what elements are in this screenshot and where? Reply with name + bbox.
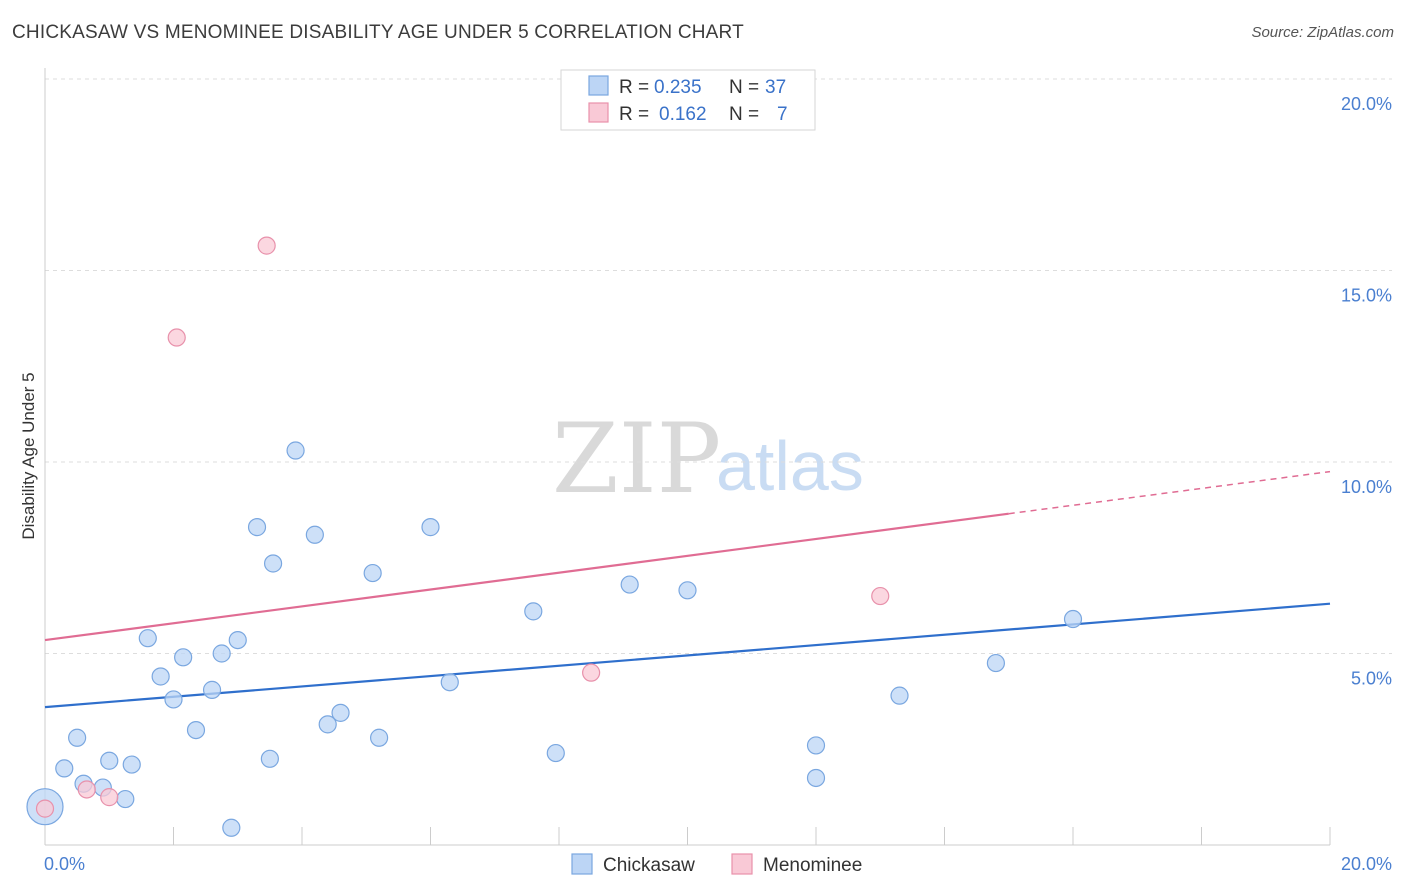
legend-r-value-2: 0.162 bbox=[659, 104, 707, 125]
chickasaw-point bbox=[202, 680, 222, 699]
menominee-point bbox=[257, 236, 276, 255]
x-tick-label: 0.0% bbox=[44, 854, 85, 874]
chickasaw-point bbox=[440, 673, 459, 692]
legend-n-value-1: 37 bbox=[765, 77, 786, 98]
chickasaw-point bbox=[151, 667, 170, 686]
menominee-point bbox=[167, 328, 186, 347]
menominee-point bbox=[582, 663, 601, 682]
x-tick-label: 20.0% bbox=[1341, 854, 1392, 874]
legend-r-label-2: R = bbox=[619, 104, 649, 125]
chickasaw-point bbox=[370, 728, 389, 747]
y-axis-label: Disability Age Under 5 bbox=[19, 372, 38, 539]
legend-r-value-1: 0.235 bbox=[654, 77, 702, 98]
legend-swatch-chickasaw bbox=[588, 75, 609, 96]
bottom-legend-menominee: Menominee bbox=[763, 855, 862, 876]
chart-title: CHICKASAW VS MENOMINEE DISABILITY AGE UN… bbox=[12, 22, 744, 43]
menominee-point bbox=[100, 788, 119, 807]
axis-layer: 5.0% 10.0% 15.0% 20.0% 0.0% 20.0% bbox=[44, 68, 1392, 874]
grid-layer bbox=[45, 78, 1392, 654]
chickasaw-point bbox=[212, 644, 231, 663]
chickasaw-point bbox=[186, 720, 206, 740]
watermark-zip: ZIP bbox=[552, 403, 721, 515]
menominee-point bbox=[871, 586, 890, 606]
chickasaw-point bbox=[55, 759, 74, 778]
chickasaw-point bbox=[421, 518, 440, 537]
bottom-legend-swatch-chickasaw bbox=[571, 853, 593, 875]
chickasaw-point bbox=[524, 602, 543, 621]
legend-box: R = 0.235 N = 37 R = 0.162 N = 7 bbox=[560, 69, 816, 131]
bottom-legend-chickasaw: Chickasaw bbox=[603, 855, 695, 876]
chickasaw-point bbox=[286, 441, 305, 460]
chickasaw-point bbox=[363, 563, 382, 583]
y-tick-label: 5.0% bbox=[1351, 669, 1392, 689]
chickasaw-point bbox=[331, 703, 350, 722]
bottom-legend: Chickasaw Menominee bbox=[571, 853, 862, 876]
chart-source: Source: ZipAtlas.com bbox=[1251, 24, 1394, 41]
chickasaw-point bbox=[263, 554, 283, 573]
chickasaw-point bbox=[222, 818, 241, 837]
legend-swatch-menominee bbox=[588, 102, 609, 123]
trend-line-dashed-menominee bbox=[1008, 470, 1331, 515]
chickasaw-point bbox=[138, 629, 157, 648]
chickasaw-point bbox=[678, 581, 697, 600]
legend-n-label-1: N = bbox=[729, 77, 759, 98]
chickasaw-point bbox=[260, 749, 279, 768]
trend-layer bbox=[44, 470, 1331, 709]
chickasaw-point bbox=[305, 525, 324, 544]
chickasaw-point bbox=[247, 518, 267, 537]
chickasaw-point bbox=[986, 653, 1006, 673]
chickasaw-point bbox=[228, 630, 247, 650]
chickasaw-point bbox=[546, 743, 565, 763]
chickasaw-point bbox=[1063, 609, 1083, 629]
chickasaw-point bbox=[806, 736, 826, 755]
y-tick-label: 10.0% bbox=[1341, 477, 1392, 497]
legend-n-label-2: N = bbox=[729, 104, 759, 125]
chickasaw-point bbox=[890, 686, 909, 705]
chickasaw-point bbox=[68, 728, 87, 747]
legend-n-value-2: 7 bbox=[777, 104, 788, 125]
chickasaw-point bbox=[116, 789, 135, 809]
chickasaw-point bbox=[806, 768, 826, 788]
y-tick-label: 15.0% bbox=[1341, 286, 1392, 306]
trend-line-chickasaw bbox=[44, 602, 1331, 709]
menominee-point bbox=[77, 780, 96, 799]
watermark-atlas: atlas bbox=[716, 427, 864, 505]
points-layer bbox=[26, 236, 1083, 837]
menominee-point bbox=[35, 799, 55, 818]
chickasaw-point bbox=[122, 755, 141, 774]
trend-line-menominee bbox=[44, 512, 1009, 642]
chickasaw-point bbox=[100, 751, 119, 770]
chickasaw-point bbox=[620, 575, 639, 594]
chickasaw-point bbox=[174, 648, 193, 667]
legend-r-label-1: R = bbox=[619, 77, 649, 98]
bottom-legend-swatch-menominee bbox=[731, 853, 753, 875]
y-tick-label: 20.0% bbox=[1341, 94, 1392, 114]
chickasaw-point bbox=[318, 715, 337, 734]
chickasaw-point bbox=[164, 690, 183, 709]
